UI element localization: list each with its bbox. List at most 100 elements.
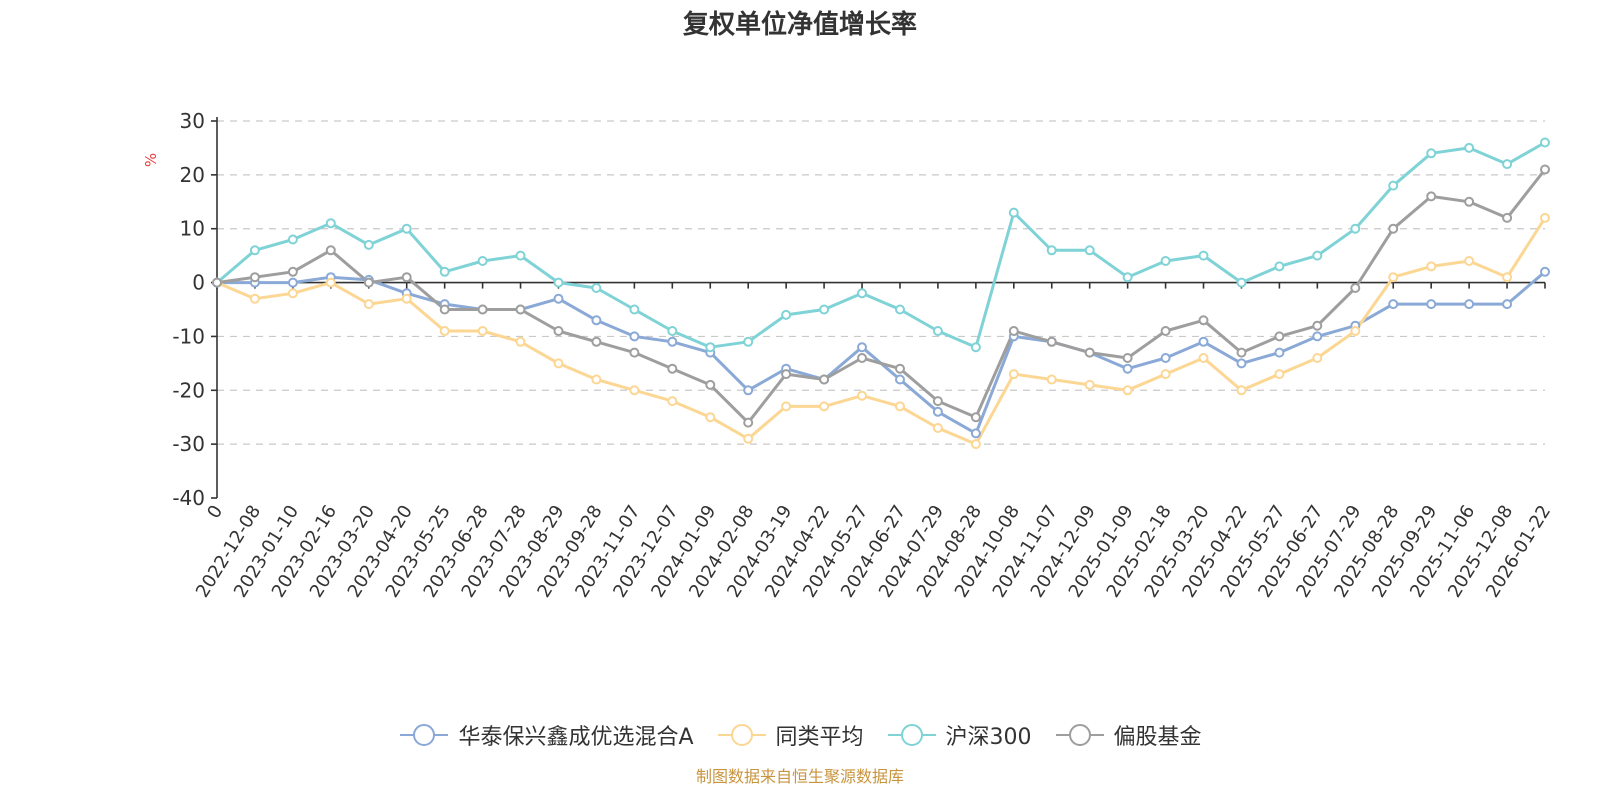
legend-swatch-marker-0 (413, 724, 436, 746)
y-tick-label-7: -40 (172, 486, 205, 510)
data-point-2-15 (781, 309, 792, 320)
data-point-0-14 (743, 385, 754, 396)
data-point-3-31 (1388, 223, 1399, 234)
data-point-3-21 (1008, 326, 1019, 336)
data-point-3-35 (1540, 164, 1550, 175)
legend-swatch-2 (887, 724, 936, 746)
data-point-0-10 (591, 315, 602, 326)
data-point-1-27 (1236, 385, 1247, 396)
data-point-2-22 (1046, 245, 1057, 256)
data-point-1-29 (1312, 353, 1323, 363)
source-note: 制图数据来自恒生聚源数据库 (695, 767, 904, 786)
data-point-1-20 (970, 439, 981, 450)
legend-swatch-1 (717, 724, 766, 746)
data-point-0-19 (932, 406, 943, 417)
data-point-3-16 (819, 374, 830, 385)
data-point-1-11 (629, 385, 640, 396)
data-point-0-34 (1502, 299, 1513, 310)
legend-item-3[interactable]: 偏股基金 (1054, 719, 1202, 751)
data-point-2-5 (401, 223, 412, 234)
data-point-1-16 (819, 401, 830, 412)
legend-item-0[interactable]: 华泰保兴鑫成优选混合A (398, 719, 694, 751)
data-point-2-20 (970, 342, 981, 353)
data-point-3-1 (249, 272, 260, 283)
data-point-2-16 (819, 304, 830, 315)
data-point-1-5 (401, 293, 412, 304)
data-point-2-13 (705, 342, 716, 353)
y-tick-label-6: -30 (172, 432, 205, 456)
data-point-3-12 (667, 363, 678, 374)
y-tick-label-1: 20 (180, 163, 205, 187)
data-point-2-19 (932, 326, 943, 336)
data-point-0-18 (895, 374, 905, 385)
series-line-2 (215, 141, 1547, 349)
data-point-0-35 (1540, 266, 1550, 277)
data-point-3-29 (1312, 320, 1323, 331)
data-point-3-20 (970, 412, 981, 423)
data-point-2-12 (667, 326, 678, 336)
legend: 华泰保兴鑫成优选混合A 同类平均 沪深300 偏股基金 (0, 719, 1600, 751)
legend-swatch-marker-2 (900, 724, 923, 746)
data-point-1-23 (1084, 379, 1095, 390)
data-point-1-7 (477, 326, 488, 336)
data-point-1-19 (932, 423, 943, 433)
data-point-1-30 (1350, 326, 1361, 336)
data-point-1-35 (1540, 212, 1550, 223)
y-tick-label-4: -10 (172, 324, 205, 348)
data-point-2-25 (1160, 256, 1171, 266)
legend-item-2[interactable]: 沪深300 (886, 719, 1032, 751)
y-axis-unit-label: % (142, 153, 160, 167)
data-point-0-2 (287, 277, 298, 288)
data-point-0-25 (1160, 353, 1171, 363)
data-point-3-17 (857, 353, 867, 363)
data-point-2-6 (439, 266, 450, 277)
legend-swatch-marker-1 (730, 724, 753, 746)
data-point-0-24 (1122, 363, 1133, 374)
y-tick-label-3: 0 (192, 271, 205, 295)
data-point-3-14 (743, 417, 754, 428)
data-point-1-24 (1122, 385, 1133, 396)
data-point-3-6 (439, 304, 450, 315)
legend-label-3: 偏股基金 (1113, 725, 1202, 750)
data-point-3-10 (591, 336, 602, 347)
legend-label-2: 沪深300 (945, 725, 1032, 750)
data-point-0-27 (1236, 358, 1247, 369)
data-point-1-18 (895, 401, 905, 412)
data-point-2-10 (591, 283, 602, 293)
data-point-1-14 (743, 433, 754, 444)
y-tick-label-0: 30 (180, 109, 205, 133)
data-point-0-20 (970, 428, 981, 439)
grid-layer (217, 120, 1545, 445)
legend-item-1[interactable]: 同类平均 (716, 719, 864, 751)
x-tick-label-0: 0 (203, 502, 227, 523)
data-point-0-31 (1388, 299, 1399, 310)
data-point-3-32 (1426, 191, 1437, 202)
data-point-0-17 (857, 342, 867, 353)
data-point-2-14 (743, 336, 754, 347)
data-point-2-24 (1122, 272, 1133, 283)
data-point-3-2 (287, 266, 298, 277)
data-point-2-9 (553, 277, 564, 288)
data-point-3-27 (1236, 347, 1247, 358)
data-point-0-26 (1198, 336, 1209, 347)
data-point-3-19 (932, 396, 943, 407)
data-point-1-31 (1388, 272, 1399, 283)
marker-layer (212, 137, 1550, 450)
data-point-1-3 (325, 277, 336, 288)
data-point-1-1 (249, 293, 260, 304)
y-tick-label-5: -20 (172, 378, 205, 402)
data-point-3-11 (629, 347, 640, 358)
data-point-2-33 (1464, 142, 1475, 153)
data-point-1-2 (287, 288, 298, 299)
data-point-3-28 (1274, 331, 1285, 342)
data-point-3-9 (553, 326, 564, 336)
data-point-3-22 (1046, 336, 1057, 347)
data-point-2-26 (1198, 250, 1209, 261)
data-point-3-13 (705, 379, 716, 390)
data-point-3-26 (1198, 315, 1209, 326)
data-point-1-33 (1464, 256, 1475, 266)
data-point-3-0 (212, 277, 222, 288)
data-point-3-4 (363, 277, 374, 288)
data-point-3-23 (1084, 347, 1095, 358)
series-layer (215, 141, 1547, 446)
